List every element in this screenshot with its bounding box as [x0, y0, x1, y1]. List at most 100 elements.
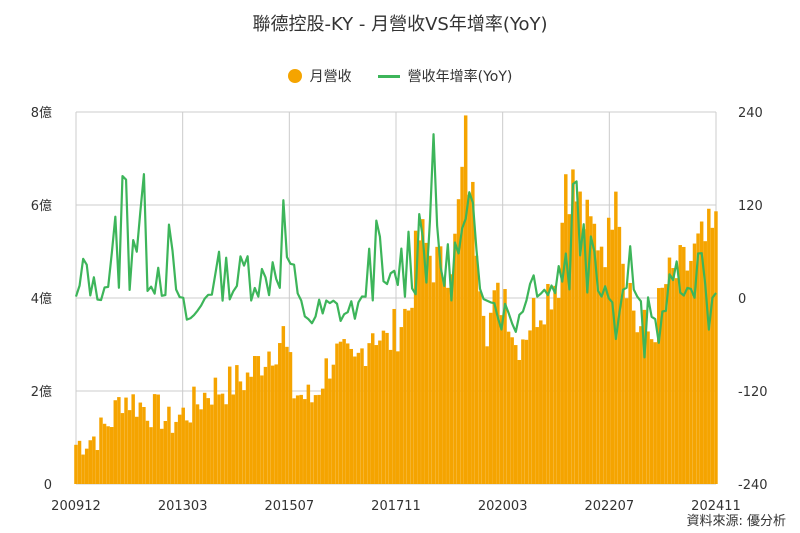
revenue-bar — [292, 398, 296, 484]
revenue-bar — [231, 394, 236, 484]
revenue-bar — [324, 358, 328, 484]
yoy-line — [74, 133, 717, 359]
revenue-bar — [374, 345, 379, 484]
legend-label-revenue: 月營收 — [309, 69, 352, 85]
revenue-bar — [581, 229, 586, 484]
revenue-bar — [124, 397, 128, 484]
revenue-bar — [227, 366, 232, 484]
revenue-bar — [642, 309, 647, 484]
revenue-bar — [120, 413, 125, 484]
revenue-bar — [267, 351, 271, 484]
revenue-bar — [610, 229, 615, 484]
revenue-bar — [514, 345, 518, 484]
revenue-bar — [657, 288, 661, 484]
right-axis-tick: -240 — [738, 478, 768, 493]
revenue-bar — [624, 298, 629, 484]
left-axis-tick: 8億 — [31, 105, 52, 121]
revenue-bar — [496, 282, 500, 484]
revenue-bar — [546, 283, 550, 484]
revenue-bar — [224, 404, 228, 484]
revenue-bar — [313, 395, 318, 484]
revenue-bar — [399, 327, 404, 484]
right-axis-tick: -120 — [738, 385, 768, 400]
revenue-bar — [281, 326, 286, 484]
revenue-bar — [131, 394, 135, 484]
revenue-bar — [260, 375, 264, 484]
revenue-bar — [567, 214, 572, 484]
revenue-bar — [356, 352, 361, 484]
revenue-bar — [564, 174, 568, 485]
revenue-bar — [488, 312, 493, 484]
revenue-bar — [156, 394, 160, 484]
revenue-bar — [127, 410, 132, 484]
revenue-bar — [88, 440, 92, 484]
revenue-bar — [549, 309, 554, 484]
revenue-bar — [542, 324, 547, 484]
revenue-bar — [674, 278, 679, 484]
revenue-bar — [535, 327, 539, 484]
revenue-bar — [578, 191, 582, 485]
revenue-bar — [381, 330, 386, 484]
revenue-bar — [646, 331, 650, 484]
revenue-bar — [667, 257, 672, 484]
revenue-bar — [481, 315, 486, 484]
revenue-bar — [460, 166, 464, 484]
revenue-bar — [349, 348, 354, 484]
revenue-bar — [692, 243, 697, 484]
revenue-bar — [421, 219, 425, 484]
revenue-bar — [317, 394, 321, 484]
revenue-bar — [714, 211, 718, 485]
revenue-bar — [707, 208, 711, 484]
revenue-bar — [113, 400, 118, 484]
revenue-bar — [671, 268, 675, 484]
revenue-bar — [628, 282, 632, 484]
legend-label-yoy: 營收年增率(YoY) — [407, 69, 513, 85]
revenue-bar — [185, 420, 189, 484]
revenue-bar — [682, 246, 686, 484]
right-axis-tick: 0 — [738, 292, 746, 307]
revenue-bar — [474, 255, 479, 484]
x-axis-tick: 202411 — [691, 499, 741, 514]
revenue-bar — [710, 227, 715, 484]
revenue-bar — [585, 199, 589, 485]
revenue-bar — [639, 326, 643, 484]
revenue-bar — [621, 263, 625, 484]
left-axis-tick: 6億 — [31, 198, 52, 214]
revenue-bar — [142, 407, 146, 484]
revenue-bar — [524, 339, 529, 484]
revenue-bar — [635, 332, 640, 484]
revenue-bar — [467, 194, 471, 484]
revenue-bar — [81, 454, 85, 484]
revenue-bar — [263, 366, 268, 484]
revenue-bar — [378, 340, 382, 484]
revenue-bar — [213, 377, 218, 484]
revenue-bar — [539, 320, 543, 484]
revenue-bar — [653, 342, 657, 484]
revenue-bar — [503, 289, 507, 484]
revenue-bar — [342, 339, 346, 484]
revenue-bar — [95, 450, 100, 484]
revenue-bar — [664, 284, 668, 484]
x-axis-tick: 202207 — [585, 499, 635, 514]
revenue-bar — [385, 332, 389, 484]
revenue-bar — [446, 287, 450, 484]
revenue-bar — [699, 221, 704, 484]
revenue-bar — [320, 388, 325, 484]
revenue-bar — [249, 376, 253, 484]
revenue-bar — [274, 364, 278, 484]
legend-item-revenue: 月營收 — [287, 66, 352, 86]
revenue-bar — [606, 217, 611, 484]
revenue-bar — [245, 372, 250, 484]
left-axis-tick: 4億 — [31, 291, 52, 307]
revenue-bar — [678, 245, 682, 484]
x-axis-tick: 200912 — [51, 499, 101, 514]
left-axis-tick: 0 — [44, 478, 52, 493]
right-axis-tick: 120 — [738, 199, 763, 214]
revenue-bar — [631, 310, 636, 484]
revenue-bar — [388, 349, 393, 484]
revenue-bar — [149, 427, 153, 484]
revenue-bar — [685, 270, 690, 484]
revenue-bar — [528, 330, 532, 484]
revenue-bar — [199, 409, 203, 484]
